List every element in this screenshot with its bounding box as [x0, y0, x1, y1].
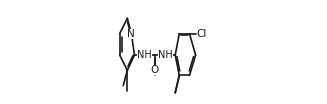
- Text: NH: NH: [158, 50, 173, 60]
- Text: NH: NH: [137, 50, 151, 60]
- Text: O: O: [151, 65, 159, 75]
- Text: N: N: [127, 29, 134, 39]
- Text: Cl: Cl: [197, 29, 207, 39]
